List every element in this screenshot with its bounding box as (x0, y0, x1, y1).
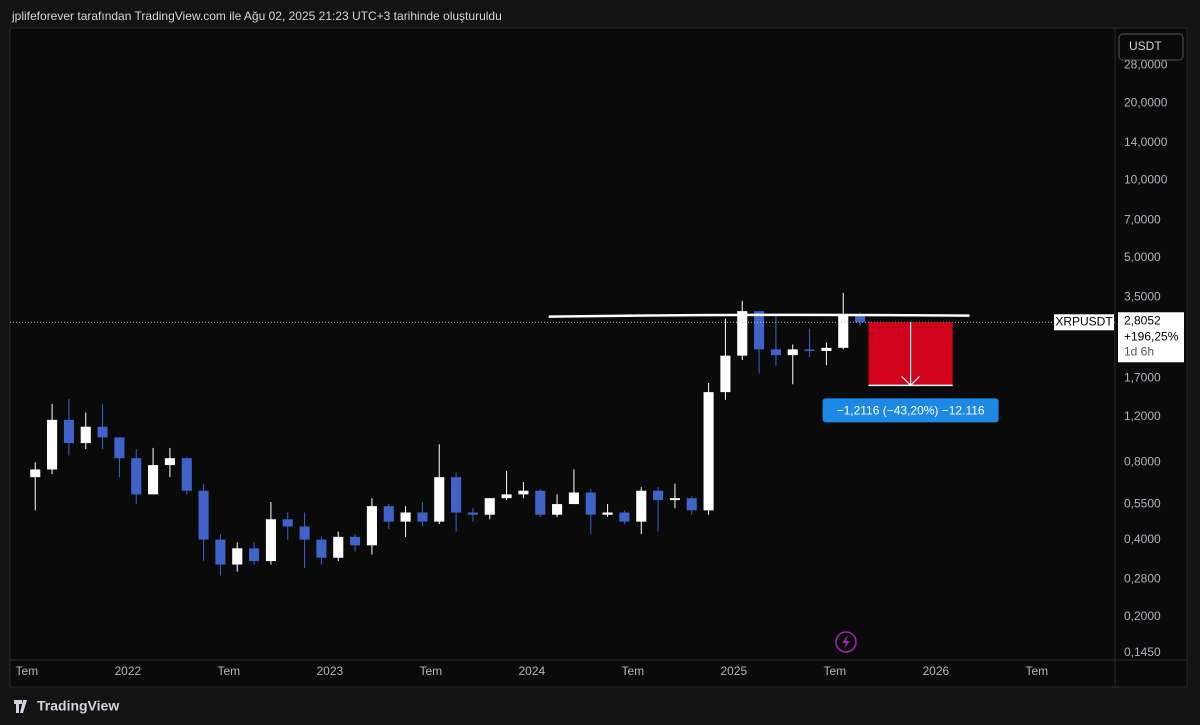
candle-body (164, 458, 175, 466)
y-tick-label: 28,0000 (1124, 58, 1168, 72)
change-label: +196,25% (1124, 329, 1179, 343)
candle-body (770, 349, 781, 356)
brand-name: TradingView (37, 698, 119, 714)
y-tick-label: 20,0000 (1124, 95, 1168, 109)
candle-body (552, 504, 563, 515)
x-tick-label: Tem (419, 664, 442, 678)
candle-body (114, 437, 125, 459)
x-tick-label: Tem (217, 664, 240, 678)
candle-body (400, 512, 411, 522)
candle-body (198, 490, 209, 540)
symbol-label-box (1054, 314, 1114, 331)
x-tick-label: Tem (15, 664, 38, 678)
candle-body (299, 526, 310, 540)
plot (30, 292, 866, 576)
candle-body (366, 506, 377, 546)
event-bolt (842, 635, 850, 649)
chart-frame (9, 27, 1188, 688)
candle-body (703, 392, 714, 511)
candle-body (30, 469, 41, 478)
x-tick-label: Tem (823, 664, 846, 678)
measure-arrowhead (901, 375, 921, 387)
x-tick-label: 2022 (114, 664, 141, 678)
price-label: 2,8052 (1124, 313, 1161, 327)
resistance-line (548, 313, 970, 318)
y-tick-label: 14,0000 (1124, 135, 1168, 149)
y-tick-label: 0,4000 (1124, 532, 1161, 546)
x-tick-label: Tem (621, 664, 644, 678)
header-text: jplifeforever tarafından TradingView.com… (11, 9, 502, 23)
candle-body (131, 458, 142, 495)
candle-body (686, 498, 697, 511)
candle-body (215, 539, 226, 565)
candle-body (821, 347, 832, 351)
y-tick-label: 10,0000 (1124, 173, 1168, 187)
candle-body (568, 492, 579, 505)
y-tick-label: 1,2000 (1124, 409, 1161, 423)
candle-body (63, 419, 74, 444)
candle-body (282, 519, 293, 527)
candle-body (653, 490, 664, 501)
candle-body (148, 465, 159, 495)
candle-body (838, 314, 849, 348)
y-tick-label: 5,0000 (1124, 250, 1161, 264)
candle-body (451, 477, 462, 513)
y-tick-label: 7,0000 (1124, 212, 1161, 226)
candle-body (316, 539, 327, 558)
candle-body (350, 536, 361, 546)
brand-logo (14, 700, 27, 713)
candle-body (804, 349, 815, 351)
candle-body (232, 548, 243, 565)
countdown-label: 1d 6h (1124, 344, 1154, 358)
symbol-label: XRPUSDT (1055, 314, 1113, 328)
candle-body (383, 506, 394, 522)
candle-body (467, 512, 478, 515)
candle-body (535, 490, 546, 515)
measure-label: −1,2116 (−43,20%) −12.116 (837, 404, 985, 418)
candle-body (636, 490, 647, 522)
y-tick-label: 3,5000 (1124, 290, 1161, 304)
candle-body (333, 536, 344, 558)
candle-body (585, 492, 596, 515)
price-label-box (1118, 312, 1184, 363)
y-tick-label: 1,7000 (1124, 370, 1161, 384)
y-tick-label: 0,8000 (1124, 454, 1161, 468)
candle-body (97, 426, 108, 438)
y-tick-label: 0,1450 (1124, 645, 1161, 659)
x-tick-label: Tem (1025, 664, 1048, 678)
candle-body (619, 512, 630, 522)
candle-body (417, 512, 428, 522)
candle-body (787, 349, 798, 356)
y-tick-label: 0,2000 (1124, 609, 1161, 623)
candle-body (518, 490, 529, 495)
candle-body (249, 548, 260, 562)
measure-label-box (822, 398, 999, 423)
candle-body (669, 498, 680, 501)
x-tick-label: 2023 (316, 664, 343, 678)
x-tick-label: 2026 (922, 664, 949, 678)
candle-body (434, 477, 445, 522)
currency-button[interactable] (1118, 33, 1184, 61)
x-tick-label: 2025 (720, 664, 747, 678)
candle-body (265, 519, 276, 562)
x-tick-label: 2024 (518, 664, 545, 678)
candle-body (720, 355, 731, 393)
candle-body (855, 314, 866, 323)
candle-body (181, 458, 192, 491)
currency-label: USDT (1129, 39, 1162, 53)
candle-body (754, 311, 765, 350)
y-tick-label: 0,2800 (1124, 572, 1161, 586)
candle-body (484, 498, 495, 515)
candle-body (737, 311, 748, 356)
candle-body (501, 494, 512, 499)
candle-body (80, 426, 91, 444)
event-icon[interactable] (835, 631, 857, 653)
candle-body (47, 419, 58, 470)
y-tick-label: 0,5500 (1124, 496, 1161, 510)
candle-body (602, 512, 613, 515)
